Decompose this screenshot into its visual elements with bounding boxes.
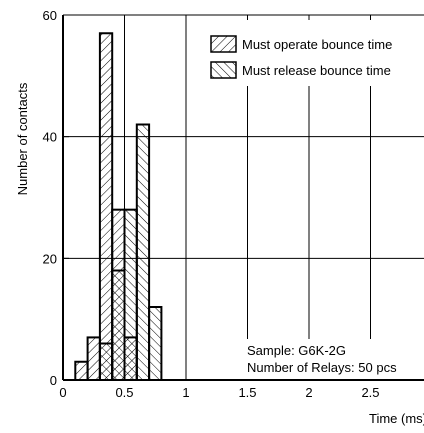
x-tick-label: 0: [59, 385, 66, 400]
y-axis-label: Number of contacts: [15, 82, 30, 195]
legend-label-release: Must release bounce time: [242, 63, 391, 78]
x-tick-label: 0.5: [115, 385, 133, 400]
histogram-bar: [123, 208, 138, 381]
histogram-bar: [148, 306, 163, 381]
x-tick-label: 2: [305, 385, 312, 400]
y-tick-label: 20: [43, 251, 57, 266]
histogram-bar: [98, 342, 114, 381]
sample-annotation: Sample: G6K-2G Number of Relays: 50 pcs: [243, 339, 424, 379]
x-axis-label: Time (ms): [369, 411, 424, 426]
tick-labels: 00.511.522.530204060: [43, 8, 380, 400]
x-tick-label: 1: [182, 385, 189, 400]
legend: Must operate bounce time Must release bo…: [198, 20, 424, 86]
y-tick-label: 40: [43, 130, 57, 145]
legend-swatch-operate: [210, 35, 237, 53]
annotation-relays: Number of Relays: 50 pcs: [247, 360, 397, 375]
histogram-bars: [74, 32, 163, 381]
histogram-bar: [74, 360, 89, 381]
histogram-bar: [86, 336, 101, 381]
legend-swatch-release: [210, 61, 237, 79]
histogram-bar: [135, 123, 151, 381]
y-tick-label: 60: [43, 8, 57, 23]
x-tick-label: 2.5: [361, 385, 379, 400]
histogram-bar: [98, 32, 114, 381]
legend-label-operate: Must operate bounce time: [242, 37, 392, 52]
axes: [62, 14, 424, 381]
annotation-sample: Sample: G6K-2G: [247, 343, 346, 358]
y-tick-label: 0: [50, 373, 57, 388]
histogram-bar: [111, 269, 126, 381]
x-tick-label: 1.5: [238, 385, 256, 400]
